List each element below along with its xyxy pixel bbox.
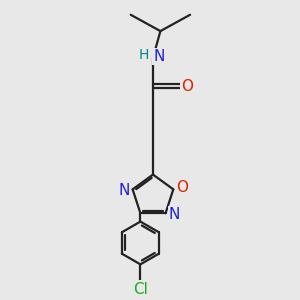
Text: H: H	[139, 48, 149, 62]
Text: O: O	[181, 79, 193, 94]
Text: N: N	[153, 49, 165, 64]
Text: Cl: Cl	[133, 281, 148, 296]
Text: N: N	[169, 207, 180, 222]
Text: N: N	[118, 183, 129, 198]
Text: O: O	[176, 180, 188, 195]
